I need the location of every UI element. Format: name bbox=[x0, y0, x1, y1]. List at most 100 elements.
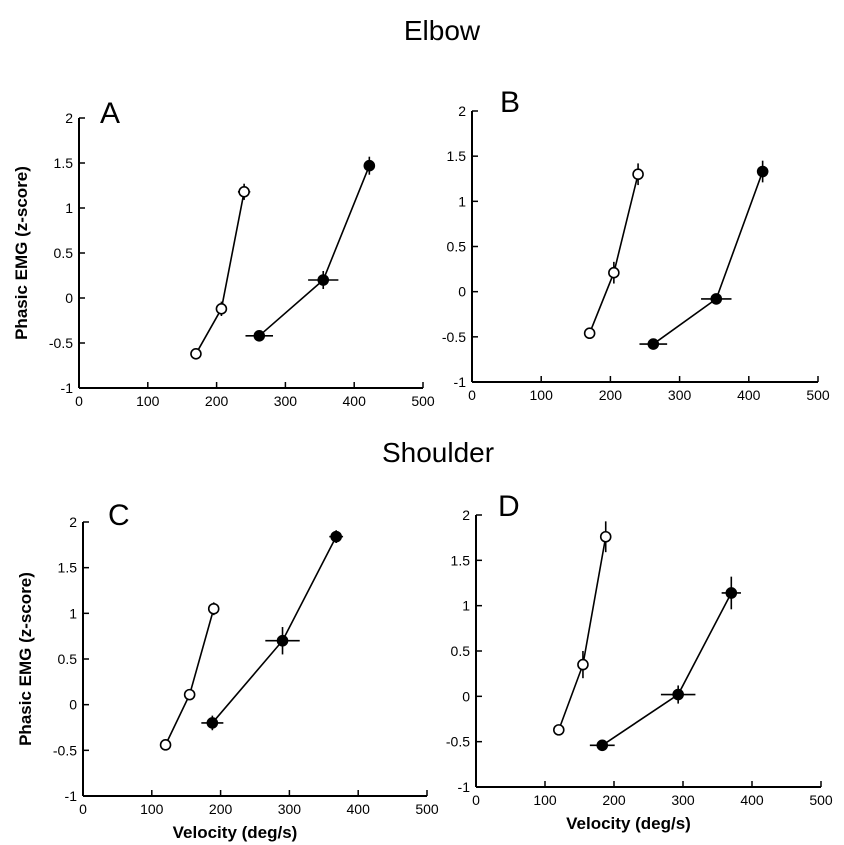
data-point-filled bbox=[756, 165, 769, 178]
panel-b: B -1 -0.5 0 0.5 1 1.5 2 0 100 200 300 400 500 bbox=[442, 86, 830, 403]
panel-letter-a: A bbox=[100, 97, 120, 130]
heading-elbow: Elbow bbox=[404, 15, 481, 46]
y-tick-label: 0 bbox=[458, 284, 466, 300]
x-tick-label: 500 bbox=[411, 393, 435, 409]
x-tick-label: 300 bbox=[274, 393, 298, 409]
panel-letter-c: C bbox=[108, 499, 130, 532]
x-axis-label: Velocity (deg/s) bbox=[566, 814, 691, 833]
y-tick-label: 1.5 bbox=[54, 155, 74, 171]
x-tick-label: 400 bbox=[347, 801, 371, 817]
x-tick-label: 100 bbox=[136, 393, 160, 409]
data-point-open bbox=[215, 302, 228, 315]
x-tick-label: 200 bbox=[205, 393, 229, 409]
y-tick-label: -1 bbox=[458, 779, 471, 795]
series-filled bbox=[639, 160, 769, 350]
x-tick-label: 400 bbox=[740, 792, 764, 808]
series-line bbox=[601, 592, 733, 746]
y-tick-label: 2 bbox=[462, 507, 470, 523]
y-tick-label: 1 bbox=[69, 605, 77, 621]
x-tick-label: 100 bbox=[530, 387, 554, 403]
x-tick-label: 0 bbox=[75, 393, 83, 409]
y-tick-label: 0.5 bbox=[54, 245, 74, 261]
y-tick-label: 2 bbox=[69, 514, 77, 530]
y-tick-label: -0.5 bbox=[53, 742, 77, 758]
y-axis-label: Phasic EMG (z-score) bbox=[16, 572, 35, 746]
x-tick-label: 500 bbox=[415, 801, 439, 817]
x-tick-label: 300 bbox=[668, 387, 692, 403]
x-tick-label: 100 bbox=[533, 792, 557, 808]
data-point-open bbox=[552, 724, 565, 736]
data-point-open bbox=[190, 347, 202, 360]
series-filled bbox=[245, 156, 376, 342]
x-tick-label: 0 bbox=[468, 387, 476, 403]
series-line bbox=[211, 536, 337, 724]
series-line bbox=[558, 536, 607, 731]
x-tick-label: 200 bbox=[599, 387, 623, 403]
y-tick-label: 0 bbox=[69, 697, 77, 713]
data-point-open bbox=[632, 168, 644, 181]
data-point-open bbox=[583, 327, 596, 340]
panel-d: D -1 -0.5 0 0.5 1 1.5 2 0 100 200 300 400 500 Velocity… bbox=[446, 490, 833, 833]
x-tick-label: 0 bbox=[79, 801, 87, 817]
series-line bbox=[588, 174, 639, 334]
y-tick-label: 0 bbox=[65, 290, 73, 306]
panel-letter-b: B bbox=[500, 86, 520, 119]
data-point-filled bbox=[672, 688, 684, 701]
y-tick-label: 1.5 bbox=[447, 148, 467, 164]
y-tick-label: -0.5 bbox=[49, 335, 73, 351]
data-point-open bbox=[159, 739, 172, 751]
series-open bbox=[159, 602, 220, 751]
x-tick-label: 500 bbox=[809, 792, 833, 808]
data-point-filled bbox=[253, 329, 266, 342]
panel-a: A -1 -0.5 0 0.5 1 1.5 2 0 100 200 300 400 500 Phasic E… bbox=[12, 97, 435, 409]
x-tick-label: 200 bbox=[209, 801, 233, 817]
x-tick-label: 400 bbox=[343, 393, 367, 409]
series-open bbox=[190, 183, 251, 360]
x-tick-label: 300 bbox=[278, 801, 302, 817]
data-point-filled bbox=[710, 293, 723, 305]
panel-c: C -1 -0.5 0 0.5 1 1.5 2 0 100 200 300 400 500 Phasic E… bbox=[16, 499, 439, 842]
data-point-filled bbox=[725, 587, 738, 599]
data-point-open bbox=[183, 688, 196, 701]
y-tick-label: 0.5 bbox=[58, 651, 78, 667]
data-point-open bbox=[207, 602, 220, 615]
series-filled bbox=[201, 530, 344, 731]
y-tick-label: -1 bbox=[61, 380, 74, 396]
data-point-open bbox=[599, 530, 612, 543]
panel-letter-d: D bbox=[498, 490, 520, 523]
series-line bbox=[258, 165, 371, 337]
x-tick-label: 500 bbox=[806, 387, 830, 403]
y-tick-label: 1.5 bbox=[451, 552, 471, 568]
y-tick-label: 2 bbox=[65, 110, 73, 126]
data-point-filled bbox=[317, 274, 330, 286]
series-open bbox=[583, 163, 644, 340]
x-axis-label: Velocity (deg/s) bbox=[173, 823, 298, 842]
data-point-filled bbox=[330, 530, 342, 543]
y-tick-label: -1 bbox=[454, 374, 467, 390]
y-tick-label: 2 bbox=[458, 103, 466, 119]
series-open bbox=[552, 521, 612, 736]
data-point-open bbox=[238, 186, 250, 198]
y-tick-label: 1 bbox=[458, 193, 466, 209]
y-tick-label: 1 bbox=[462, 598, 470, 614]
y-tick-label: 0.5 bbox=[447, 239, 467, 255]
series-line bbox=[195, 191, 245, 355]
series-line bbox=[164, 608, 215, 746]
data-point-open bbox=[577, 658, 589, 671]
y-axis-label: Phasic EMG (z-score) bbox=[12, 166, 31, 340]
data-point-filled bbox=[596, 739, 609, 752]
y-tick-label: 0 bbox=[462, 688, 470, 704]
x-tick-label: 200 bbox=[602, 792, 626, 808]
data-point-open bbox=[608, 266, 620, 279]
heading-shoulder: Shoulder bbox=[382, 437, 494, 468]
y-tick-label: -0.5 bbox=[446, 734, 470, 750]
data-point-filled bbox=[647, 338, 660, 350]
series-line bbox=[652, 171, 764, 345]
x-tick-label: 0 bbox=[472, 792, 480, 808]
series-filled bbox=[589, 576, 741, 752]
data-point-filled bbox=[276, 634, 289, 647]
y-tick-label: 1 bbox=[65, 200, 73, 216]
y-tick-label: 0.5 bbox=[451, 643, 471, 659]
x-tick-label: 100 bbox=[140, 801, 164, 817]
